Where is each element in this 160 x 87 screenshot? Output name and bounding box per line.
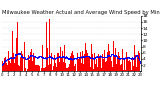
Text: Milwaukee Weather Actual and Average Wind Speed by Minute mph (Last 24 Hours): Milwaukee Weather Actual and Average Win… — [2, 10, 160, 15]
